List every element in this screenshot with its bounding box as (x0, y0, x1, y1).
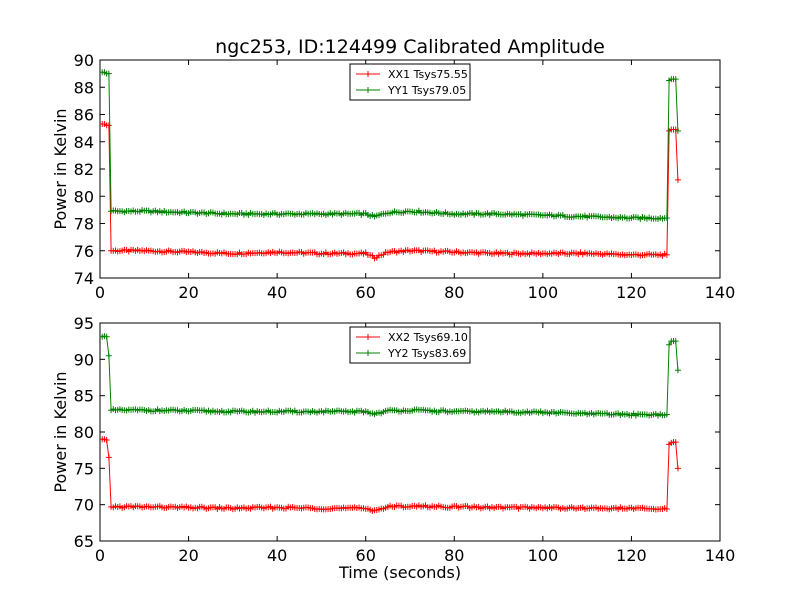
data-point (103, 436, 110, 443)
data-point (105, 70, 112, 77)
subplots: 0 20 40 60 80 100 120 140747678808284868890Powe… (51, 51, 735, 582)
data-point (105, 122, 112, 129)
x-axis-label: Time (seconds) (338, 563, 461, 582)
data-point (103, 333, 110, 340)
y-tick-label: 80 (74, 187, 94, 206)
x-tick-label: 80 (444, 546, 464, 565)
y-tick-label: 74 (74, 269, 94, 288)
series-yy2 (100, 333, 681, 419)
x-tick-label: 120 (616, 283, 647, 302)
x-tick-label: 80 (444, 283, 464, 302)
x-tick-label: 60 (356, 546, 376, 565)
legend-label: XX2 Tsys69.10 (388, 331, 468, 344)
subplot-1: 0 20 40 60 80 100 120 140 74 76 78 80 82 84 86 88 90 Powe… (51, 51, 735, 302)
y-tick-label: 78 (74, 215, 94, 234)
x-tick-label: 0 (95, 546, 105, 565)
y-tick-label: 65 (74, 532, 94, 551)
y-tick-label: 88 (74, 78, 94, 97)
data-point (672, 439, 679, 446)
legend: XX1 Tsys75.55 YY1 Tsys79.05 (349, 63, 471, 101)
x-tick-label: 100 (528, 283, 559, 302)
y-tick-label: 84 (74, 133, 94, 152)
legend-marker (365, 334, 371, 340)
y-axis-label: Power in Kelvin (51, 108, 70, 229)
x-tick-label: 40 (267, 546, 287, 565)
series-xx2 (100, 436, 681, 515)
y-tick-label: 80 (74, 423, 94, 442)
legend-label: YY1 Tsys79.05 (387, 84, 466, 97)
data-point (672, 76, 679, 83)
legend-box (349, 63, 471, 101)
x-tick-label: 20 (178, 283, 198, 302)
y-tick-label: 76 (74, 242, 94, 261)
data-point (666, 341, 673, 348)
data-point (674, 367, 681, 374)
series-yy1 (100, 69, 681, 222)
data-point (674, 176, 681, 183)
series-xx1 (100, 121, 681, 262)
y-tick-label: 95 (74, 314, 94, 333)
data-point (672, 338, 679, 345)
y-axis-label: Power in Kelvin (51, 371, 70, 492)
x-tick-label: 120 (616, 546, 647, 565)
data-point (674, 465, 681, 472)
y-tick-label: 75 (74, 459, 94, 478)
legend-label: YY2 Tsys83.69 (387, 347, 466, 360)
y-tick-label: 90 (74, 51, 94, 70)
legend-label: XX1 Tsys75.55 (388, 68, 468, 81)
legend-marker (365, 350, 371, 356)
y-tick-label: 90 (74, 350, 94, 369)
y-tick-label: 70 (74, 496, 94, 515)
legend-marker (365, 71, 371, 77)
x-tick-label: 140 (705, 283, 736, 302)
data-point (105, 454, 112, 461)
x-tick-label: 140 (705, 546, 736, 565)
legend: XX2 Tsys69.10 YY2 Tsys83.69 (349, 326, 471, 364)
y-tick-label: 86 (74, 106, 94, 125)
x-tick-label: 100 (528, 546, 559, 565)
figure-title: ngc253, ID:124499 Calibrated Amplitude (215, 36, 605, 58)
data-point (663, 506, 670, 513)
x-tick-label: 20 (178, 546, 198, 565)
subplot-2: 0 20 40 60 80 100 120 140 65 70 75 80 85 90 95 Power in… (51, 314, 735, 582)
y-tick-label: 85 (74, 387, 94, 406)
x-tick-label: 60 (356, 283, 376, 302)
x-tick-label: 40 (267, 283, 287, 302)
data-point (663, 411, 670, 418)
data-point (105, 352, 112, 359)
data-point (663, 251, 670, 258)
y-tick-label: 82 (74, 160, 94, 179)
legend-box (349, 326, 471, 364)
x-tick-label: 0 (95, 283, 105, 302)
data-point (674, 127, 681, 134)
data-point (663, 215, 670, 222)
legend-marker (365, 87, 371, 93)
